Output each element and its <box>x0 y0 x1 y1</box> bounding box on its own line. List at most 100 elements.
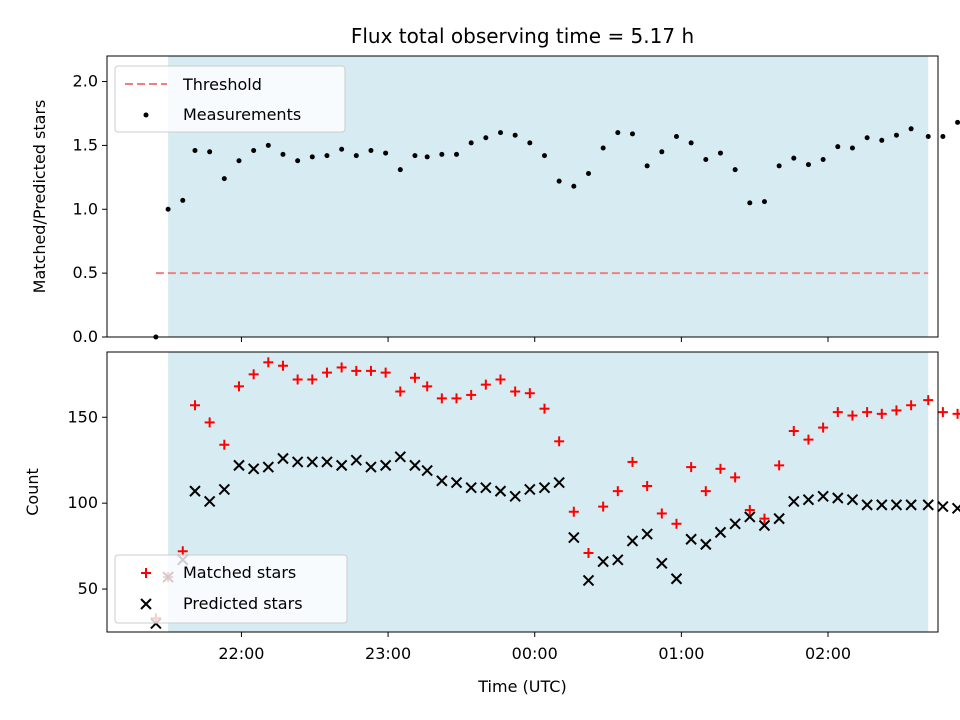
predicted-star-point <box>937 500 949 513</box>
measurements-legend-label: Measurements <box>183 105 301 124</box>
measurement-point <box>791 155 797 161</box>
measurement-point <box>251 148 257 154</box>
predicted-star-point <box>436 475 448 487</box>
measurement-point <box>761 199 767 205</box>
predicted-star-point <box>597 555 609 568</box>
measurement-point <box>397 167 403 173</box>
matched-star-point <box>524 388 535 399</box>
matched-star-point <box>510 386 521 397</box>
predicted-star-point <box>846 494 859 506</box>
matched-star-point <box>671 518 682 529</box>
predicted-star-point <box>509 490 521 503</box>
bottom-panel: 50 100 150 22:00 23:00 00:00 01:00 02:00 Count… <box>23 351 960 696</box>
predicted-star-point <box>788 495 800 508</box>
measurement-point <box>498 130 504 136</box>
measurement-point <box>221 176 227 182</box>
matched-star-point <box>891 405 902 416</box>
matched-star-point <box>233 381 244 392</box>
matched-star-point <box>292 374 303 385</box>
predicted-star-point <box>876 499 888 511</box>
matched-star-point <box>380 367 391 378</box>
predicted-star-point <box>218 483 231 496</box>
matched-star-point <box>248 369 259 380</box>
measurement-point <box>468 140 474 146</box>
predicted-star-point <box>729 518 741 530</box>
measurement-point <box>776 163 782 169</box>
matched-star-point <box>759 513 770 524</box>
predicted-star-point <box>394 451 407 463</box>
matched-star-point <box>189 400 200 411</box>
top-y-tick-label: 0.5 <box>73 263 98 282</box>
matched-star-point <box>480 379 491 390</box>
matched-star-point <box>744 505 755 516</box>
top-y-tick-label: 1.0 <box>73 199 98 218</box>
measurement-point <box>280 151 286 157</box>
measurement-point <box>207 149 213 155</box>
predicted-star-point <box>233 459 245 472</box>
top-axes-frame <box>106 55 939 338</box>
matched-star-point <box>422 381 433 392</box>
predicted-star-point <box>773 512 785 525</box>
matched-star-point <box>642 480 653 491</box>
bottom-y-tick-label: 100 <box>67 493 98 512</box>
predicted-star-point <box>582 574 595 587</box>
bottom-y-axis-label: Count <box>23 468 42 516</box>
predicted-star-point <box>365 461 377 473</box>
measurement-point <box>585 171 591 177</box>
measurement-point <box>412 153 418 159</box>
x-tick-label: 02:00 <box>805 644 851 663</box>
x-tick-label: 22:00 <box>218 644 264 663</box>
predicted-star-point <box>744 511 756 523</box>
predicted-star-point <box>306 456 319 468</box>
matched-star-point <box>937 407 948 418</box>
x-tick-label: 23:00 <box>365 644 411 663</box>
predicted-star-point <box>612 554 624 566</box>
predicted-star-point <box>494 485 507 497</box>
predicted-star-point <box>905 499 917 511</box>
measurement-point <box>849 145 855 151</box>
measurement-point <box>424 154 430 160</box>
matched-star-point <box>554 436 565 447</box>
measurement-point <box>439 151 445 157</box>
top-y-tick-label: 1.5 <box>73 135 98 154</box>
measurements-legend-marker <box>143 112 149 118</box>
predicted-star-point <box>350 454 363 466</box>
predicted-star-point <box>714 526 727 539</box>
matched-legend-glyph <box>141 568 151 578</box>
predicted-star-point <box>922 499 934 511</box>
matched-star-point <box>862 407 873 418</box>
predicted-star-point <box>203 495 216 508</box>
matched-star-point <box>307 374 318 385</box>
measurement-point <box>644 163 650 169</box>
measurement-point <box>236 158 242 164</box>
predicted-star-point <box>700 538 712 551</box>
measurement-point <box>192 148 198 154</box>
threshold-legend-label: Threshold <box>182 75 262 94</box>
matched-star-point <box>336 362 347 373</box>
bottom-y-tick-label: 150 <box>67 407 98 426</box>
measurement-point <box>659 149 665 155</box>
measurement-point <box>835 144 841 150</box>
top-y-tick-label: 0.0 <box>73 327 98 346</box>
matched-star-point <box>774 460 785 471</box>
bottom-legend: Matched stars Predicted stars <box>114 554 348 624</box>
matched-star-point <box>409 372 420 383</box>
matched-star-point <box>832 407 843 418</box>
measurement-point <box>295 158 301 164</box>
measurement-point <box>940 133 946 139</box>
measurement-point <box>541 153 547 159</box>
predicted-star-point <box>524 483 536 496</box>
top-panel: 0.0 0.5 1.0 1.5 2.0 Flux total observing tim… <box>30 24 960 346</box>
measurement-point <box>673 133 679 139</box>
matched-star-point <box>204 417 215 428</box>
measurement-point <box>908 126 914 132</box>
measurement-point <box>571 183 577 189</box>
measurement-point <box>324 153 330 159</box>
matched-star-point <box>598 501 609 512</box>
matched-star-point <box>906 400 917 411</box>
predicted-star-point <box>277 452 289 465</box>
measurement-point <box>879 137 885 143</box>
measurement-point <box>805 162 811 168</box>
measurement-point <box>703 156 709 162</box>
